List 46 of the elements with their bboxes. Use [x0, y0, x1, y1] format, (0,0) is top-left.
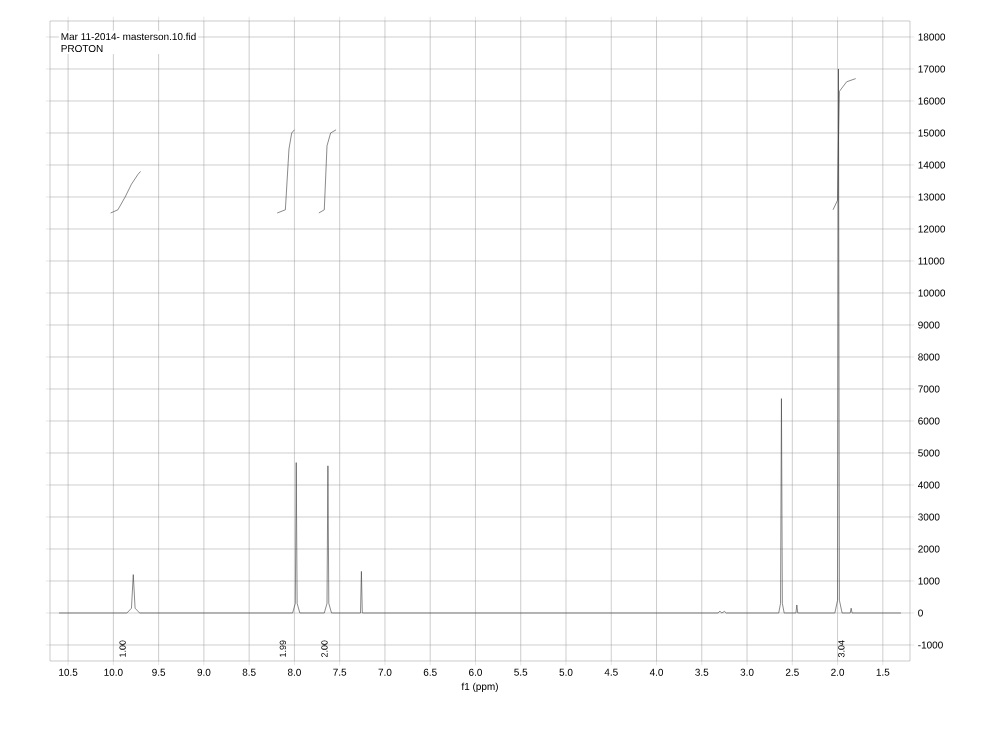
annotation: 2.00	[321, 640, 328, 658]
y-tick-label: 4000	[918, 481, 940, 489]
x-tick-label: 9.0	[197, 668, 211, 676]
x-tick-label: 5.0	[559, 668, 573, 676]
x-tick-label: 3.5	[695, 668, 709, 676]
x-tick-label: 5.5	[514, 668, 528, 676]
y-tick-label: 3000	[918, 513, 940, 521]
x-tick-label: 4.0	[649, 668, 664, 676]
y-tick-label: 12000	[918, 225, 946, 233]
y-tick-label: 16000	[918, 97, 946, 105]
y-tick-label: 9000	[918, 321, 940, 329]
y-tick-label: 5000	[918, 449, 940, 457]
x-tick-label: 9.5	[152, 668, 166, 676]
x-tick-label: 8.5	[242, 668, 256, 676]
x-tick-label: 6.0	[469, 668, 482, 676]
y-tick-label: 1000	[918, 577, 940, 585]
y-tick-label: 6000	[918, 417, 940, 425]
y-tick-label: 2000	[918, 545, 940, 553]
y-tick-label: 0	[918, 609, 923, 617]
y-tick-label: 7000	[918, 385, 940, 393]
y-tick-label: 14000	[918, 161, 946, 169]
text: Mar 11-2014- masterson.10.fid	[61, 32, 196, 41]
x-tick-label: 2.0	[831, 668, 845, 676]
x-tick-label: 10.5	[59, 668, 78, 676]
text: PROTON	[61, 45, 103, 53]
x-tick-label: 1.5	[876, 668, 890, 676]
x-axis-title: f1 (ppm)	[461, 682, 498, 692]
y-tick-label: 18000	[918, 33, 946, 41]
x-tick-label: 6.5	[423, 668, 437, 676]
y-tick-label: 13000	[918, 193, 946, 201]
x-tick-label: 4.5	[604, 668, 618, 676]
x-tick-label: 2.5	[785, 668, 799, 676]
x-tick-label: 7.0	[378, 668, 392, 676]
y-tick-label: 11000	[918, 257, 945, 265]
annotation: 1.00	[119, 640, 126, 657]
annotation: 1.99	[279, 640, 286, 657]
annotation: 3.04	[838, 640, 845, 658]
x-tick-label: 10.0	[104, 668, 123, 676]
x-tick-label: 8.0	[287, 668, 301, 676]
x-tick-label: 3.0	[740, 668, 754, 676]
y-tick-label: 17000	[918, 65, 946, 73]
y-tick-label: 10000	[918, 289, 946, 297]
y-tick-label: -1000	[918, 641, 943, 649]
y-tick-label: 8000	[918, 353, 940, 361]
x-tick-label: 7.5	[333, 668, 347, 676]
y-tick-label: 15000	[918, 129, 946, 137]
